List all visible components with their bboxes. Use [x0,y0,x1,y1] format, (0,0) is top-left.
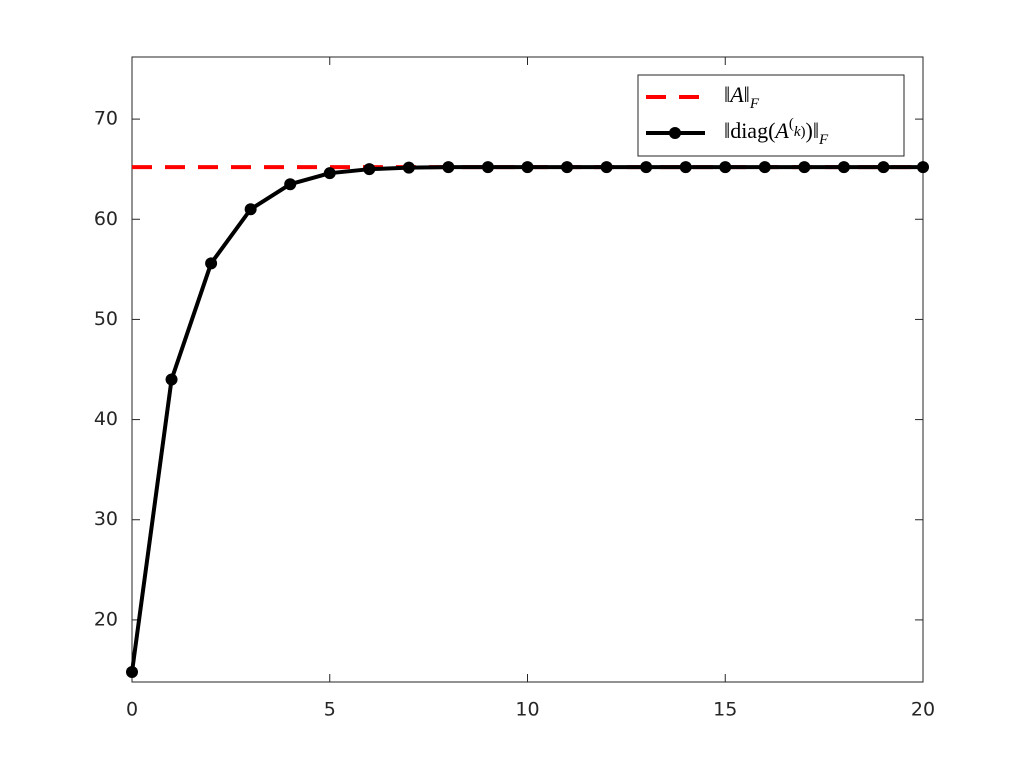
y-tick-label: 30 [94,508,118,530]
data-point [402,161,415,174]
data-point [481,161,494,174]
data-point [165,373,178,386]
x-tick-label: 5 [324,699,336,721]
data-point [917,161,929,174]
x-tick-label: 15 [713,699,737,721]
data-point [837,161,850,174]
data-point [363,163,376,176]
y-tick-label: 60 [94,208,118,230]
x-tick-label: 0 [126,699,138,721]
data-point [205,257,218,270]
data-point [798,161,811,174]
legend-label: ‖diag(A(k))‖F [724,116,829,148]
data-point [521,161,534,174]
data-point [640,161,653,174]
data-point [442,161,455,174]
data-point [561,161,574,174]
x-tick-label: 20 [911,699,935,721]
data-point [126,665,138,678]
y-tick-label: 20 [94,608,118,630]
legend-marker [669,127,681,139]
data-point [244,203,257,216]
y-tick-label: 70 [94,108,118,130]
data-point [284,178,297,191]
data-point [877,161,890,174]
legend-label: ‖A‖F [724,82,760,112]
legend [637,74,905,157]
data-point [323,167,336,180]
y-tick-label: 50 [94,308,118,330]
y-tick-label: 40 [94,408,118,430]
data-point [758,161,771,174]
data-point [679,161,692,174]
x-tick-label: 10 [515,699,539,721]
data-point [600,161,613,174]
data-point [719,161,732,174]
